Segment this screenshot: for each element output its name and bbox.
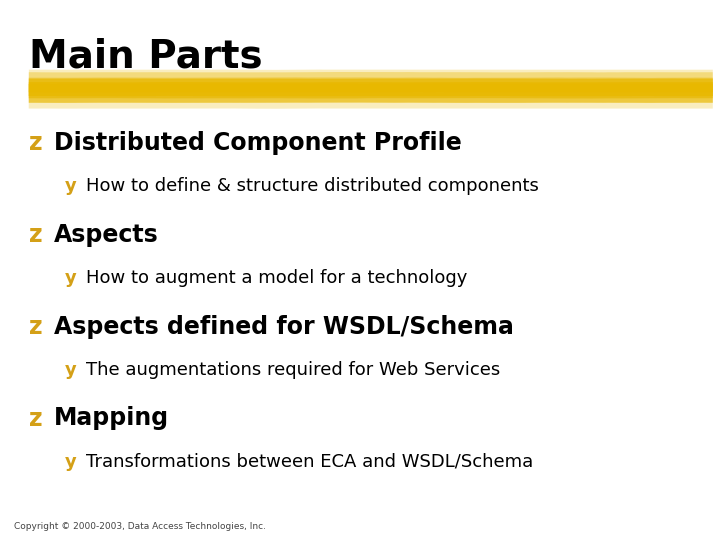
Text: Aspects: Aspects: [54, 223, 158, 247]
Text: Main Parts: Main Parts: [29, 38, 262, 76]
Text: Mapping: Mapping: [54, 407, 169, 430]
Text: y: y: [65, 361, 76, 379]
Text: Transformations between ECA and WSDL/Schema: Transformations between ECA and WSDL/Sch…: [86, 453, 534, 471]
Text: z: z: [29, 223, 42, 247]
Text: y: y: [65, 269, 76, 287]
Text: z: z: [29, 131, 42, 155]
Text: y: y: [65, 177, 76, 195]
Text: y: y: [65, 453, 76, 471]
Text: How to define & structure distributed components: How to define & structure distributed co…: [86, 177, 539, 195]
Text: The augmentations required for Web Services: The augmentations required for Web Servi…: [86, 361, 500, 379]
Text: Aspects defined for WSDL/Schema: Aspects defined for WSDL/Schema: [54, 315, 514, 339]
Text: z: z: [29, 315, 42, 339]
Text: Distributed Component Profile: Distributed Component Profile: [54, 131, 462, 155]
Text: Copyright © 2000-2003, Data Access Technologies, Inc.: Copyright © 2000-2003, Data Access Techn…: [14, 522, 266, 531]
Text: z: z: [29, 407, 42, 430]
Text: How to augment a model for a technology: How to augment a model for a technology: [86, 269, 468, 287]
